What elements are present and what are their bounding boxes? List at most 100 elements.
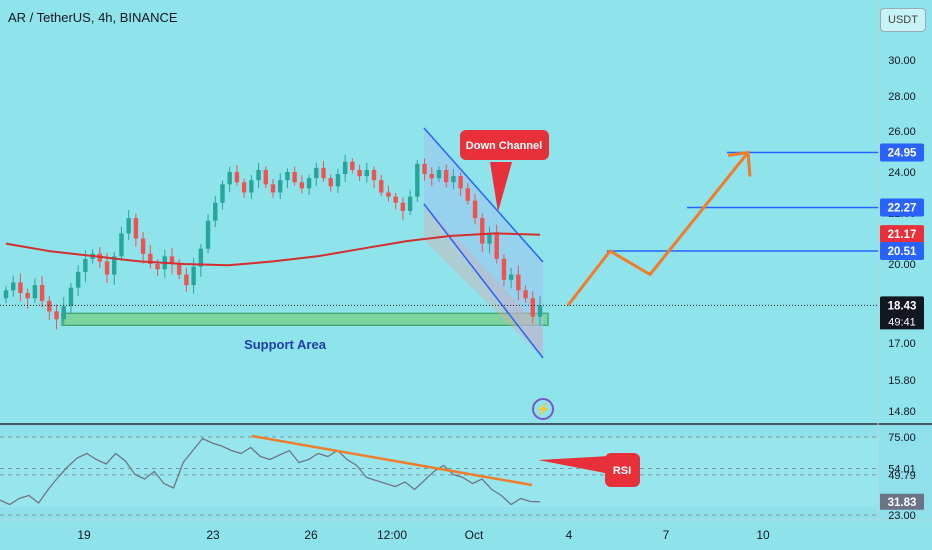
candle-body bbox=[342, 161, 348, 175]
candle-body bbox=[61, 306, 66, 320]
candle-body bbox=[278, 180, 283, 193]
candle-body bbox=[205, 220, 211, 249]
candle-body bbox=[422, 163, 427, 175]
time-tick-label: Oct bbox=[465, 528, 484, 542]
candle-body bbox=[148, 253, 153, 264]
candle-body bbox=[18, 282, 23, 293]
price-label-text: 18.43 bbox=[888, 300, 917, 312]
candle-body bbox=[54, 311, 59, 320]
candle-body bbox=[429, 174, 434, 179]
price-tick-label: 14.80 bbox=[888, 406, 916, 418]
channel-lower bbox=[423, 203, 544, 359]
candle-body bbox=[494, 233, 499, 259]
price-label-box bbox=[880, 198, 924, 217]
candle-body bbox=[393, 196, 398, 203]
projection-line bbox=[566, 151, 750, 307]
candle-body bbox=[321, 167, 326, 179]
candle-body bbox=[335, 174, 341, 187]
candle-body bbox=[227, 172, 232, 185]
currency-button[interactable]: USDT bbox=[880, 8, 926, 32]
candle-body bbox=[256, 169, 261, 181]
candle-body bbox=[458, 176, 463, 189]
candle-body bbox=[306, 178, 312, 189]
candle-body bbox=[371, 169, 377, 181]
time-axis[interactable]: 19 23 26 12:00 Oct 4 7 10 bbox=[77, 528, 770, 542]
time-tick-label: 10 bbox=[756, 528, 770, 542]
symbol-title: AR / TetherUS, 4h, BINANCE bbox=[8, 10, 178, 25]
candle-body bbox=[472, 200, 478, 219]
candle-body bbox=[39, 285, 45, 301]
price-label-box bbox=[880, 143, 924, 162]
candle-body bbox=[451, 176, 456, 183]
candle-body bbox=[516, 274, 521, 291]
candle-body bbox=[140, 238, 146, 254]
countdown-box bbox=[880, 313, 924, 330]
candle-body bbox=[126, 218, 131, 234]
price-tick-label: 28.00 bbox=[888, 91, 916, 103]
candle-body bbox=[133, 218, 139, 239]
candle-body bbox=[523, 290, 528, 299]
price-label-text: 24.95 bbox=[888, 148, 917, 160]
rsi-tick-label: 75.00 bbox=[888, 432, 916, 444]
rsi-trendline bbox=[251, 434, 533, 487]
lightning-icon[interactable]: ⚡ bbox=[532, 398, 554, 420]
candle-body bbox=[184, 274, 189, 286]
candle-body bbox=[83, 258, 88, 272]
price-label-box bbox=[880, 225, 924, 244]
price-label-text: 21.17 bbox=[888, 229, 917, 241]
candle-body bbox=[487, 233, 492, 244]
candle-body bbox=[357, 169, 362, 177]
countdown-text: 49:41 bbox=[888, 316, 916, 328]
candle-body bbox=[328, 178, 333, 187]
price-label-text: 22.27 bbox=[888, 202, 917, 214]
time-tick-label: 4 bbox=[566, 528, 573, 542]
time-tick-label: 12:00 bbox=[377, 528, 407, 542]
candle-body bbox=[415, 163, 420, 197]
rsi-box bbox=[605, 453, 640, 487]
rsi-indicator bbox=[0, 434, 541, 506]
support-rect bbox=[61, 312, 549, 327]
candle-body bbox=[314, 167, 319, 179]
candle-body bbox=[501, 258, 507, 280]
candle-body bbox=[25, 292, 30, 299]
candle-body bbox=[400, 202, 406, 211]
price-label-text: 20.51 bbox=[888, 246, 917, 258]
candle-body bbox=[169, 256, 175, 264]
price-tick-label: 26.00 bbox=[888, 126, 916, 138]
rsi-band bbox=[0, 437, 878, 507]
down-channel-label: Down Channel bbox=[466, 140, 542, 152]
candle-body bbox=[234, 172, 240, 183]
rsi-tick-label: 49.79 bbox=[888, 470, 916, 482]
moving-average bbox=[0, 232, 878, 306]
candle-body bbox=[191, 266, 196, 286]
rsi-value-box bbox=[880, 493, 924, 510]
level-lines bbox=[607, 151, 878, 252]
rsi-tick-label: 54.01 bbox=[888, 463, 916, 475]
candle-body bbox=[198, 248, 204, 267]
price-axis[interactable]: 30.0028.0026.0024.0022.0020.0017.0015.80… bbox=[880, 55, 924, 418]
candle-body bbox=[112, 256, 117, 275]
candle-body bbox=[47, 300, 52, 312]
down-channel-box bbox=[460, 130, 549, 160]
candle-body bbox=[249, 180, 254, 193]
candle-body bbox=[299, 182, 305, 189]
support-label: Support Area bbox=[244, 337, 327, 352]
rsi-label: RSI bbox=[613, 465, 631, 477]
candle-body bbox=[241, 182, 247, 193]
price-label-box bbox=[880, 296, 924, 315]
candle-body bbox=[270, 184, 276, 193]
candle-body bbox=[530, 298, 535, 317]
time-tick-label: 19 bbox=[77, 528, 91, 542]
time-tick-label: 26 bbox=[304, 528, 318, 542]
candle-body bbox=[443, 169, 449, 183]
candle-body bbox=[3, 290, 9, 299]
annotations: Down Channel RSI bbox=[460, 130, 640, 487]
candle-body bbox=[68, 287, 74, 307]
candles bbox=[3, 154, 543, 330]
candle-body bbox=[213, 202, 218, 221]
projection-path bbox=[566, 150, 752, 307]
time-tick-label: 7 bbox=[663, 528, 670, 542]
price-tick-label: 15.80 bbox=[888, 375, 916, 387]
